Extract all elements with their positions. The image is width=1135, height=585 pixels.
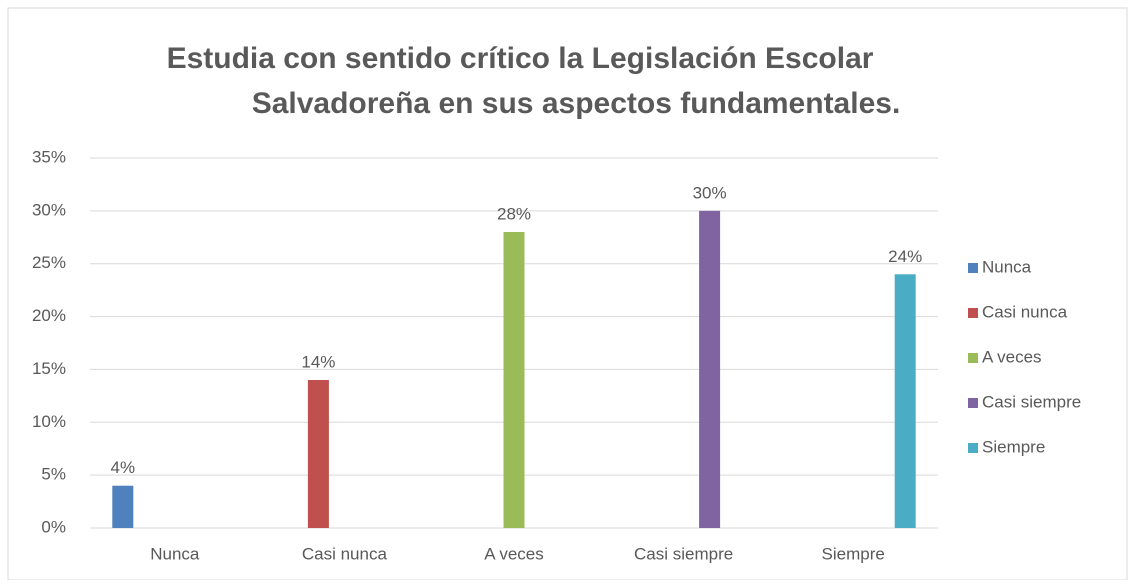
data-label: 4%: [111, 458, 136, 477]
data-label: 30%: [693, 183, 727, 202]
bar: [112, 485, 134, 528]
legend-label: Casi siempre: [982, 392, 1081, 411]
x-tick-label: Siempre: [822, 544, 885, 563]
legend-label: A veces: [982, 347, 1042, 366]
chart-title: Salvadoreña en sus aspectos fundamentale…: [252, 87, 901, 120]
x-tick-label: Nunca: [150, 544, 200, 563]
legend-swatch: [968, 353, 978, 363]
legend-label: Nunca: [982, 257, 1032, 276]
y-tick-label: 30%: [32, 200, 66, 219]
legend-swatch: [968, 398, 978, 408]
legend-swatch: [968, 308, 978, 318]
x-tick-label: Casi siempre: [634, 544, 733, 563]
x-tick-label: Casi nunca: [302, 544, 388, 563]
y-tick-label: 15%: [32, 359, 66, 378]
y-tick-label: 25%: [32, 253, 66, 272]
y-tick-label: 5%: [41, 465, 66, 484]
legend-label: Siempre: [982, 437, 1045, 456]
chart-title: Estudia con sentido crítico la Legislaci…: [167, 42, 874, 75]
chart-border: [7, 7, 1128, 581]
bar: [307, 380, 329, 528]
bar: [699, 210, 721, 528]
data-label: 14%: [301, 352, 335, 371]
bar: [894, 274, 916, 528]
legend-swatch: [968, 263, 978, 273]
x-tick-label: A veces: [484, 544, 544, 563]
data-label: 24%: [888, 247, 922, 266]
y-tick-label: 20%: [32, 306, 66, 325]
y-tick-label: 0%: [41, 517, 66, 536]
y-tick-label: 10%: [32, 412, 66, 431]
legend-label: Casi nunca: [982, 302, 1068, 321]
data-label: 28%: [497, 204, 531, 223]
legend-swatch: [968, 443, 978, 453]
y-tick-label: 35%: [32, 147, 66, 166]
bar: [503, 232, 525, 528]
